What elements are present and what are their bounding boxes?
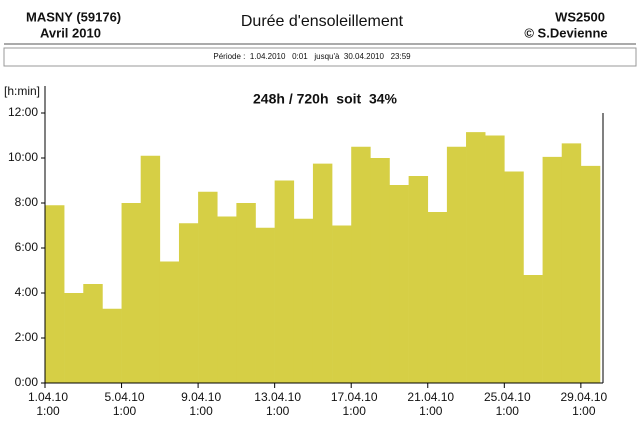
y-tick-label: 10:00: [8, 150, 38, 164]
y-tick-label: 2:00: [15, 330, 39, 344]
y-tick-label: 8:00: [15, 195, 39, 209]
device: WS2500: [555, 9, 605, 24]
x-tick-label: 1:00: [36, 404, 60, 418]
x-tick-label: 1:00: [343, 404, 367, 418]
bar: [446, 146, 467, 383]
y-tick-label: 4:00: [15, 285, 39, 299]
bar: [523, 275, 543, 383]
bar: [351, 146, 371, 383]
bar: [427, 212, 448, 383]
author: © S.Devienne: [524, 25, 607, 40]
bar: [580, 165, 601, 383]
bar: [274, 180, 295, 383]
y-tick-label: 0:00: [15, 375, 39, 389]
x-tick-label: 25.04.10: [484, 390, 531, 404]
bar: [64, 293, 84, 383]
station: MASNY (59176): [26, 9, 121, 24]
bar: [485, 135, 505, 383]
x-tick-label: 21.04.10: [407, 390, 454, 404]
y-tick-label: 12:00: [8, 105, 38, 119]
bar: [83, 284, 103, 383]
bar: [389, 185, 409, 383]
chart-title: Durée d'ensoleillement: [241, 13, 404, 30]
x-tick-label: 1:00: [189, 404, 213, 418]
bar: [178, 223, 199, 383]
bar: [217, 216, 237, 383]
x-tick-label: 5.04.10: [105, 390, 145, 404]
x-tick-label: 1:00: [113, 404, 137, 418]
period: Période : 1.04.2010 0:01 jusqu'à 30.04.2…: [213, 52, 411, 61]
bar: [504, 171, 524, 383]
x-tick-label: 17.04.10: [331, 390, 378, 404]
x-tick-label: 1:00: [419, 404, 443, 418]
bar: [121, 203, 141, 383]
bar: [236, 203, 256, 383]
bar: [140, 155, 161, 383]
bar: [255, 227, 275, 383]
x-tick-label: 1:00: [266, 404, 290, 418]
x-tick-label: 1:00: [572, 404, 596, 418]
x-tick-label: 1.04.10: [28, 390, 68, 404]
x-tick-label: 29.04.10: [561, 390, 608, 404]
bar: [102, 308, 122, 383]
bar: [542, 156, 563, 383]
bar: [312, 163, 333, 383]
bar: [408, 176, 429, 383]
x-tick-label: 9.04.10: [181, 390, 221, 404]
bar: [198, 191, 218, 383]
bar: [370, 158, 390, 383]
x-tick-label: 13.04.10: [254, 390, 301, 404]
bar: [466, 132, 486, 383]
period-box: [3, 47, 637, 67]
month: Avril 2010: [40, 25, 101, 40]
y-axis-label: [h:min]: [4, 84, 40, 98]
bar: [159, 261, 180, 383]
y-tick-label: 6:00: [15, 240, 39, 254]
bar: [45, 205, 65, 383]
x-tick-label: 1:00: [496, 404, 520, 418]
bar: [293, 218, 314, 383]
bar: [561, 143, 582, 383]
bar: [332, 225, 352, 383]
annotation: 248h / 720h soit 34%: [253, 91, 398, 107]
